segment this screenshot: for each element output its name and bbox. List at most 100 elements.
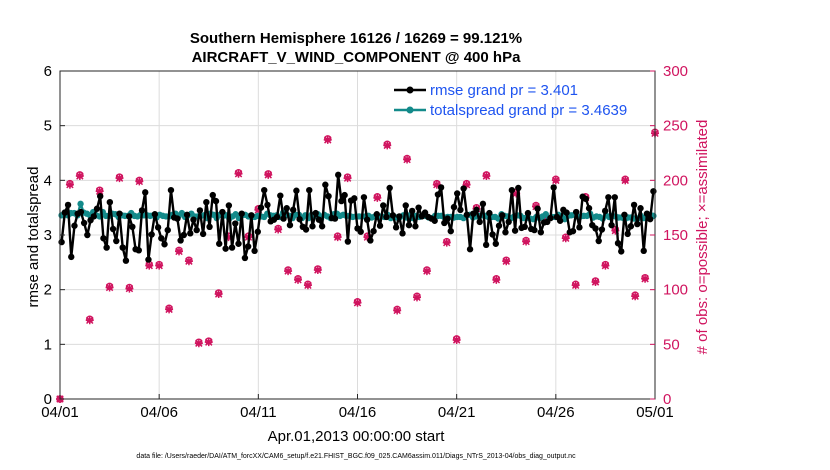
obs-assimilated-point [224, 233, 233, 242]
rmse-point [254, 228, 261, 235]
rmse-point [598, 226, 606, 233]
rmse-point [135, 247, 142, 254]
y2-axis-ticks: 0 50 100 150 200 250 300 [650, 63, 688, 408]
rmse-point [505, 218, 512, 226]
rmse-point [232, 220, 239, 227]
rmse-point [460, 185, 467, 192]
rmse-point [621, 211, 628, 218]
x-tick-label: 04/21 [438, 404, 476, 421]
rmse-point [415, 204, 422, 211]
rmse-point [646, 215, 654, 223]
rmse-point [174, 215, 181, 222]
rmse-point [251, 247, 258, 255]
rmse-point [611, 194, 618, 201]
rmse-point [235, 240, 242, 247]
rmse-point [344, 238, 352, 245]
y2-tick-label: 50 [663, 336, 680, 353]
rmse-point [93, 205, 101, 212]
obs-assimilated-point [264, 170, 273, 179]
rmse-point [441, 219, 448, 227]
rmse-point [238, 210, 245, 217]
obs-assimilated-point [165, 305, 174, 314]
obs-assimilated-point [343, 174, 352, 183]
rmse-point [357, 228, 364, 235]
y2-axis-label: # of obs: o=possible; ×=assimilated [694, 120, 711, 355]
y-tick-label: 1 [44, 336, 52, 353]
rmse-point [431, 217, 438, 224]
obs-assimilated-point [95, 187, 104, 196]
rmse-point [206, 223, 213, 230]
rmse-point [402, 202, 409, 209]
rmse-point [302, 226, 310, 233]
obs-assimilated-point [234, 169, 243, 178]
rmse-point [592, 225, 599, 232]
rmse-point [148, 231, 155, 238]
rmse-point [627, 223, 635, 230]
obs-assimilated-point [125, 284, 134, 293]
rmse-point [222, 245, 229, 252]
rmse-point [547, 214, 554, 222]
rmse-point [389, 212, 397, 219]
obs-assimilated-point [492, 275, 501, 284]
rmse-point [466, 246, 474, 253]
x-tick-label: 05/01 [636, 404, 674, 421]
rmse-point [293, 187, 300, 194]
rmse-point [373, 211, 380, 218]
obs-assimilated-point [442, 238, 451, 247]
obs-assimilated-point [294, 275, 302, 284]
rmse-point [309, 223, 316, 230]
obs-assimilated-point [482, 171, 491, 180]
rmse-point [116, 210, 123, 217]
y2-tick-label: 300 [663, 63, 688, 80]
obs-assimilated-point [194, 339, 203, 348]
rmse-point [637, 205, 644, 212]
legend-spread-marker [406, 106, 414, 114]
rmse-point [524, 209, 532, 217]
obs-assimilated-point [462, 180, 471, 189]
obs-assimilated-point [413, 293, 421, 302]
rmse-point [322, 181, 329, 188]
y-axis-label: rmse and totalspread [25, 167, 42, 308]
rmse-point [103, 244, 110, 251]
rmse-point [495, 222, 503, 229]
rmse-point [161, 241, 168, 248]
rmse-point [244, 243, 252, 250]
rmse-point [476, 218, 483, 226]
obs-assimilated-point [641, 274, 650, 283]
rmse-point [399, 230, 406, 237]
rmse-point [489, 231, 496, 238]
obs-assimilated-point [551, 176, 560, 185]
rmse-point [80, 219, 88, 227]
obs-assimilated-point [452, 335, 461, 344]
rmse-point [383, 213, 390, 221]
obs-assimilated-point [105, 283, 114, 292]
obs-assimilated-point [214, 290, 223, 299]
rmse-point [473, 206, 480, 214]
y-tick-label: 0 [44, 391, 52, 408]
obs-assimilated-point [383, 141, 392, 150]
x-axis-ticks: 04/01 04/06 04/11 04/16 04/21 04/26 05/01 [41, 394, 674, 421]
rmse-point [196, 207, 204, 214]
obs-assimilated-point [184, 257, 193, 266]
rmse-point [315, 216, 323, 223]
rmse-point [158, 235, 165, 242]
rmse-point [605, 194, 612, 201]
rmse-point [216, 240, 223, 247]
rmse-point [601, 207, 609, 215]
rmse-point [97, 192, 104, 200]
rmse-point [277, 192, 284, 199]
rmse-point [145, 256, 152, 263]
obs-assimilated-point [422, 267, 431, 276]
rmse-point [563, 209, 570, 216]
obs-assimilated-point [373, 193, 382, 202]
rmse-point [199, 230, 207, 238]
chart-title: Southern Hemisphere 16126 / 16269 = 99.1… [190, 30, 522, 47]
obs-assimilated-point [145, 261, 154, 270]
rmse-point [412, 223, 419, 230]
obs-assimilated-point [522, 237, 531, 246]
rmse-point [338, 197, 345, 205]
rmse-point [273, 213, 281, 221]
y-tick-label: 2 [44, 282, 52, 299]
chart-subtitle: AIRCRAFT_V_WIND_COMPONENT @ 400 hPa [192, 49, 522, 66]
rmse-point [376, 222, 384, 229]
